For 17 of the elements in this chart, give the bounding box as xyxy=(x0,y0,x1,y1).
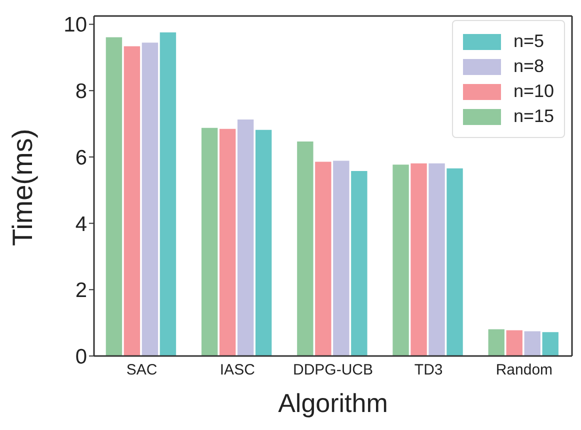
legend-label: n=5 xyxy=(513,31,544,52)
legend-label: n=8 xyxy=(513,56,544,77)
x-tick-label: DDPG-UCB xyxy=(292,362,374,379)
x-tick-label: IASC xyxy=(220,362,256,379)
y-tick-label: 0 xyxy=(75,345,87,368)
y-tick-label: 2 xyxy=(75,279,87,302)
x-axis-title: Algorithm xyxy=(278,388,388,418)
y-tick-label: 4 xyxy=(75,212,88,236)
legend-label: n=15 xyxy=(513,106,554,127)
y-axis-title: Time(ms) xyxy=(6,128,38,246)
y-tick-label: 10 xyxy=(64,14,87,37)
legend-label: n=10 xyxy=(513,81,554,102)
y-tick-label: 8 xyxy=(75,80,87,104)
x-tick-label: Random xyxy=(496,362,553,379)
x-tick-label: TD3 xyxy=(414,362,443,379)
y-tick-label: 6 xyxy=(75,146,87,170)
x-tick-label: SAC xyxy=(126,362,158,379)
